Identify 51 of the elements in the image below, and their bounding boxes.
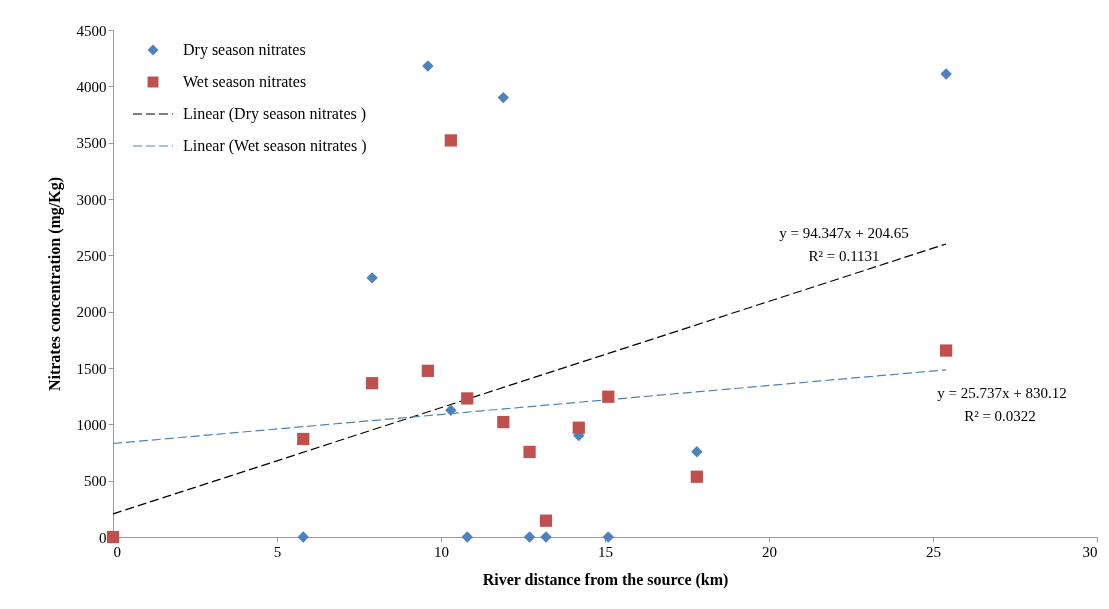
- point: [602, 531, 614, 543]
- x-tick-label: 15: [598, 543, 613, 560]
- y-axis-title: Nitrates concentration (mg/Kg): [45, 176, 64, 392]
- point: [540, 531, 552, 543]
- point: [366, 377, 379, 390]
- point: [539, 514, 553, 527]
- point: [523, 531, 536, 543]
- x-tick-label: 0: [113, 543, 121, 560]
- y-tick-label: 1500: [76, 360, 107, 377]
- point: [523, 445, 536, 459]
- y-tick-label: 2500: [76, 247, 107, 264]
- y-tick-label: 500: [84, 473, 107, 490]
- point: [106, 530, 120, 544]
- y-tick-label: 4000: [76, 78, 107, 95]
- point: [297, 432, 310, 446]
- point: [690, 470, 703, 483]
- legend-label: Dry season nitrates: [183, 41, 306, 59]
- point: [461, 392, 474, 405]
- annotation: R² = 0.1131: [808, 248, 880, 264]
- x-tick-label: 20: [762, 543, 777, 560]
- y-tick-label: 1000: [76, 416, 107, 433]
- x-axis-title: River distance from the source (km): [482, 570, 729, 589]
- point: [497, 415, 510, 429]
- point: [422, 60, 434, 72]
- point: [572, 421, 585, 434]
- annotation: y = 25.737x + 830.12: [937, 385, 1067, 401]
- point: [940, 68, 952, 80]
- point: [366, 272, 378, 284]
- y-tick-label: 3500: [76, 135, 107, 152]
- annotation: y = 94.347x + 204.65: [779, 225, 909, 241]
- annotation: R² = 0.0322: [964, 408, 1036, 424]
- point: [445, 404, 457, 416]
- legend-label: Wet season nitrates: [183, 73, 307, 90]
- point: [602, 390, 615, 403]
- y-tick-label: 2000: [76, 304, 107, 321]
- point: [421, 364, 434, 377]
- y-tick-label: 4500: [76, 22, 107, 39]
- y-tick-label: 3000: [76, 191, 107, 208]
- point: [940, 344, 953, 357]
- point: [297, 531, 309, 543]
- point: [497, 91, 510, 104]
- legend-label: Linear (Dry season nitrates ): [183, 105, 367, 123]
- x-tick-label: 10: [434, 543, 449, 560]
- point: [444, 134, 457, 147]
- x-tick-label: 30: [1082, 543, 1098, 560]
- legend-label: Linear (Wet season nitrates ): [183, 137, 367, 155]
- x-tick-label: 5: [273, 543, 282, 560]
- point: [691, 446, 703, 458]
- x-tick-label: 25: [926, 543, 941, 560]
- y-tick-label: 0: [99, 529, 107, 546]
- point: [461, 531, 473, 543]
